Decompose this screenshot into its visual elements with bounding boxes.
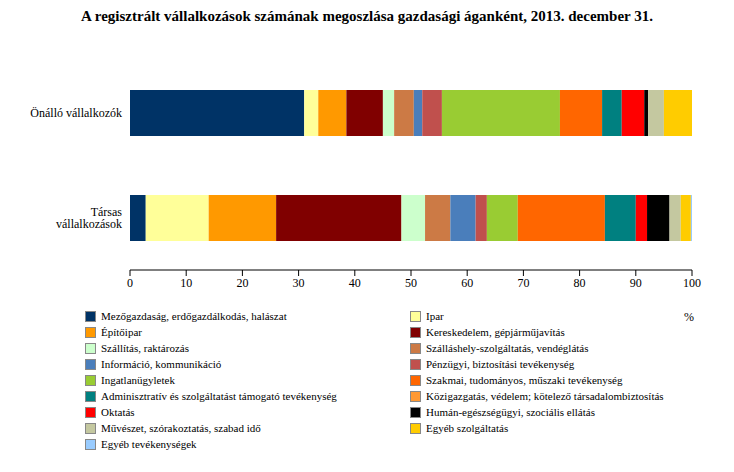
svg-text:60: 60 xyxy=(461,276,473,290)
html-text:Művészet, szórakoztatás, szaba: Művészet, szórakoztatás, szabad idő xyxy=(101,422,261,434)
html-text:Oktatás: Oktatás xyxy=(101,406,135,418)
svg-text:100: 100 xyxy=(683,276,701,290)
svg-text:70: 70 xyxy=(517,276,529,290)
html-text:Szálláshely-szolgáltatás, vend: Szálláshely-szolgáltatás, vendéglátás xyxy=(426,342,589,354)
svg-text:50: 50 xyxy=(405,276,417,290)
html-text:Szakmai, tudományos, műszaki t: Szakmai, tudományos, műszaki tevékenység xyxy=(426,374,623,386)
html-text:Mezőgazdaság, erdőgazdálkodás,: Mezőgazdaság, erdőgazdálkodás, halászat xyxy=(101,310,287,322)
svg-text:90: 90 xyxy=(630,276,642,290)
html-text:Kereskedelem, gépjárműjavítás: Kereskedelem, gépjárműjavítás xyxy=(426,326,565,338)
svg-text:20: 20 xyxy=(236,276,248,290)
html-text:Adminisztratív és szolgáltatás: Adminisztratív és szolgáltatást támogató… xyxy=(101,390,337,402)
html-text:Egyéb tevékenységek: Egyéb tevékenységek xyxy=(101,438,197,450)
svg-text:Önálló vállalkozók: Önálló vállalkozók xyxy=(30,106,122,120)
svg-text:30: 30 xyxy=(293,276,305,290)
svg-text:40: 40 xyxy=(349,276,361,290)
svg-text:10: 10 xyxy=(180,276,192,290)
html-text:Ipar: Ipar xyxy=(426,310,444,322)
html-text:Szállítás, raktározás: Szállítás, raktározás xyxy=(101,342,189,354)
svg-text:Társasvállalkozások: Társasvállalkozások xyxy=(56,205,122,231)
html-text:Egyéb szolgáltatás: Egyéb szolgáltatás xyxy=(426,422,509,434)
svg-text:0: 0 xyxy=(127,276,133,290)
html-text:A regisztrált vállalkozások sz: A regisztrált vállalkozások számának meg… xyxy=(81,8,653,24)
html-text:Információ, kommunikáció: Információ, kommunikáció xyxy=(101,358,222,370)
html-text:Közigazgatás, védelem; kötelez: Közigazgatás, védelem; kötelező társadal… xyxy=(426,390,664,402)
html-text:Ingatlanügyletek: Ingatlanügyletek xyxy=(101,374,175,386)
html-text:Pénzügyi, biztosítási tevékeny: Pénzügyi, biztosítási tevékenység xyxy=(426,358,575,370)
svg-text:80: 80 xyxy=(574,276,586,290)
html-text:Építőipar: Építőipar xyxy=(101,326,142,338)
html-text:Humán-egészségügyi, szociális: Humán-egészségügyi, szociális ellátás xyxy=(426,406,595,418)
